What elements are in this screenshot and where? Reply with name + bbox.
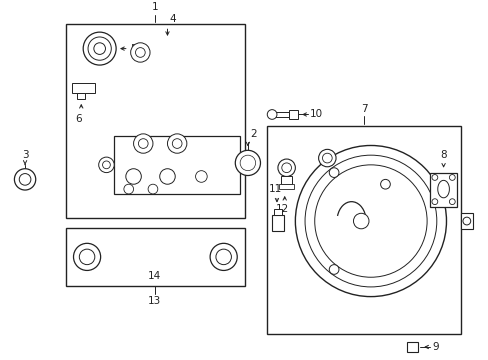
Circle shape xyxy=(295,145,446,297)
Circle shape xyxy=(14,169,36,190)
Circle shape xyxy=(160,169,175,184)
Bar xyxy=(429,172,456,207)
Bar xyxy=(278,184,294,189)
Text: 5: 5 xyxy=(130,44,137,54)
Text: 1: 1 xyxy=(151,2,158,12)
Circle shape xyxy=(328,168,338,177)
Circle shape xyxy=(195,171,207,182)
Circle shape xyxy=(267,110,276,119)
Text: 7: 7 xyxy=(360,104,366,113)
Circle shape xyxy=(123,184,133,194)
Circle shape xyxy=(167,134,186,153)
Bar xyxy=(406,342,418,352)
Circle shape xyxy=(462,217,470,225)
Text: 14: 14 xyxy=(148,271,161,281)
Bar xyxy=(114,136,240,194)
Bar xyxy=(460,213,472,229)
Circle shape xyxy=(19,174,31,185)
Circle shape xyxy=(130,43,150,62)
Circle shape xyxy=(73,243,101,270)
Text: 4: 4 xyxy=(169,14,176,24)
Bar xyxy=(77,93,85,99)
Circle shape xyxy=(328,265,338,274)
Circle shape xyxy=(448,199,454,204)
Bar xyxy=(267,126,460,334)
Circle shape xyxy=(83,32,116,65)
Circle shape xyxy=(318,149,335,167)
Circle shape xyxy=(88,37,111,60)
Circle shape xyxy=(172,139,182,148)
Circle shape xyxy=(277,159,295,176)
Circle shape xyxy=(138,139,148,148)
Text: 13: 13 xyxy=(148,296,161,306)
Text: 9: 9 xyxy=(431,342,438,352)
Circle shape xyxy=(448,175,454,180)
Circle shape xyxy=(135,48,145,57)
Text: 3: 3 xyxy=(21,150,28,160)
Text: 11: 11 xyxy=(268,184,281,194)
Circle shape xyxy=(125,169,141,184)
Circle shape xyxy=(148,184,158,194)
Bar xyxy=(65,24,244,218)
Circle shape xyxy=(380,179,389,189)
Circle shape xyxy=(431,175,437,180)
Bar xyxy=(65,228,244,286)
Text: 12: 12 xyxy=(276,204,289,213)
Text: 10: 10 xyxy=(309,109,323,120)
Circle shape xyxy=(353,213,368,229)
Circle shape xyxy=(281,163,291,172)
Text: 2: 2 xyxy=(249,129,256,139)
Circle shape xyxy=(133,134,153,153)
Text: 6: 6 xyxy=(75,113,81,123)
Circle shape xyxy=(216,249,231,265)
Bar xyxy=(274,112,288,117)
Circle shape xyxy=(94,43,105,54)
Text: 8: 8 xyxy=(439,150,446,160)
Circle shape xyxy=(235,150,260,176)
Circle shape xyxy=(210,243,237,270)
Bar xyxy=(288,110,298,119)
Circle shape xyxy=(240,155,255,171)
Circle shape xyxy=(322,153,331,163)
Circle shape xyxy=(99,157,114,172)
Circle shape xyxy=(239,159,250,171)
Bar xyxy=(71,82,95,93)
Circle shape xyxy=(431,199,437,204)
Bar xyxy=(280,176,292,184)
Circle shape xyxy=(314,165,426,277)
Bar xyxy=(273,210,281,215)
Bar xyxy=(271,215,283,231)
Circle shape xyxy=(102,161,110,169)
FancyBboxPatch shape xyxy=(115,37,219,122)
Circle shape xyxy=(79,249,95,265)
Circle shape xyxy=(305,155,436,287)
